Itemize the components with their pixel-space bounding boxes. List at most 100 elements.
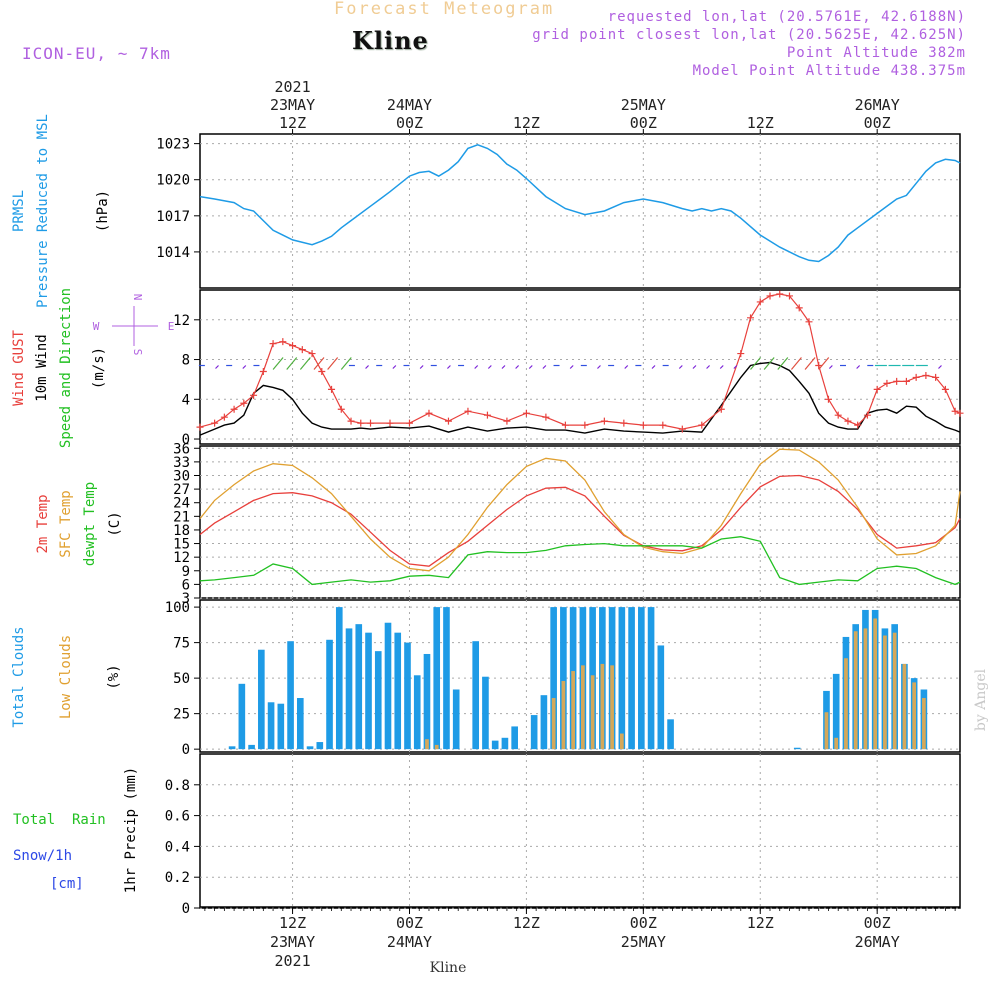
low-clouds-bar <box>922 698 926 750</box>
wind-gust-marker <box>717 405 725 413</box>
wind-gust-marker <box>503 417 511 425</box>
top-year-label: 2021 <box>275 78 311 96</box>
temperature-panel-frame <box>199 445 961 599</box>
wind-direction-arrow <box>446 365 451 369</box>
wind-direction-arrow <box>313 357 325 370</box>
total-clouds-bar <box>316 742 324 750</box>
grid-lines <box>200 134 960 909</box>
low-clouds-bar <box>863 628 868 750</box>
bottom-hour-label: 00Z <box>396 914 423 932</box>
y-tick-label: 0 <box>182 742 190 758</box>
wind-gust-marker <box>444 417 452 425</box>
total-clouds-bar <box>540 695 548 750</box>
pressure-reduced-label: Pressure Reduced to MSL <box>35 114 51 308</box>
wind-direction-arrow <box>790 357 802 370</box>
top-hour-label: 00Z <box>630 114 657 132</box>
compass-east: E <box>168 320 175 333</box>
wind-gust-marker <box>561 421 569 429</box>
low-clouds-label: Low Clouds <box>58 635 74 719</box>
wind-direction-arrow <box>678 365 683 369</box>
wind-gust-marker <box>600 417 608 425</box>
low-clouds-bar <box>434 744 439 750</box>
wind-direction-arrow <box>419 365 424 369</box>
wind-direction-arrow <box>763 357 775 370</box>
prmsl-line <box>199 144 961 263</box>
bottom-date-label: 26MAY <box>855 933 900 951</box>
wind-direction-arrow <box>828 365 833 369</box>
wind-direction-arrow <box>474 365 479 369</box>
total-clouds-bar <box>345 628 353 750</box>
wind-direction-arrow <box>515 365 520 369</box>
wind-gust-marker <box>883 379 891 387</box>
wind-gust-marker <box>941 385 949 393</box>
wind-direction-arrow <box>392 365 397 369</box>
wind-gust-marker <box>522 409 530 417</box>
total-clouds-bar <box>355 624 363 750</box>
total-clouds-bar <box>413 675 421 750</box>
wind-gust-marker <box>659 421 667 429</box>
wind-gust-marker <box>951 407 959 415</box>
wind-gust-marker <box>956 409 964 417</box>
wind-gust-marker <box>289 342 297 350</box>
low-clouds-bar <box>834 737 839 750</box>
top-date-label: 23MAY <box>270 96 315 114</box>
total-clouds-bar <box>296 698 304 750</box>
wind-gust-marker <box>844 417 852 425</box>
low-clouds-bar <box>912 682 917 750</box>
wind-direction-arrow <box>706 365 711 369</box>
wind-gust-marker <box>824 395 832 403</box>
wind-direction-arrow <box>818 357 830 370</box>
y-tick-label: 27 <box>173 482 190 498</box>
total-clouds-bar <box>550 607 557 750</box>
low-clouds-bar <box>610 665 614 750</box>
bottom-year-label: 2021 <box>275 952 311 970</box>
wind-gust-marker <box>230 405 238 413</box>
y-tick-label: 0.8 <box>165 778 190 794</box>
compass-west: W <box>93 320 100 333</box>
wind-gust-marker <box>298 346 306 354</box>
wind-gust-marker <box>483 411 491 419</box>
precipitation-panel: 0 0.2 0.4 0.6 0.8 <box>165 778 960 917</box>
dewpt-temp-label: dewpt Temp <box>82 482 98 566</box>
clouds-panel: 0 25 50 75 100 <box>165 600 928 758</box>
total-clouds-bar <box>452 689 460 750</box>
panel-side-labels: PRMSL Pressure Reduced to MSL (hPa) Wind… <box>11 114 139 893</box>
total-clouds-bar <box>491 740 499 750</box>
y-tick-label: 12 <box>173 550 190 566</box>
wind-direction-arrow <box>299 357 311 370</box>
wind-direction-arrow <box>242 365 247 369</box>
wind-gust-marker <box>542 413 550 421</box>
wind-gust-marker <box>912 373 920 381</box>
wind-gust-marker <box>250 391 258 399</box>
bottom-date-label: 23MAY <box>270 933 315 951</box>
wind-direction-arrow <box>719 365 724 369</box>
wind-gust-marker <box>308 350 316 358</box>
total-clouds-bar <box>238 683 246 750</box>
low-clouds-bar <box>551 698 556 750</box>
bottom-date-label: 24MAY <box>387 933 432 951</box>
wind-gust-marker <box>425 409 433 417</box>
total-clouds-bar <box>530 715 538 750</box>
wind-gust-marker <box>766 292 774 300</box>
total-clouds-label: Total Clouds <box>11 626 27 727</box>
low-clouds-bar <box>902 663 907 750</box>
model-point-altitude: Model Point Altitude 438.375m <box>692 63 966 79</box>
wind-gust-marker <box>269 340 277 348</box>
wind-gust-marker <box>211 419 219 427</box>
total-clouds-bar <box>482 676 489 750</box>
bottom-date-label: 25MAY <box>621 933 666 951</box>
y-tick-label: 18 <box>173 523 190 539</box>
wind-direction-arrow <box>804 357 816 370</box>
total-clouds-bar <box>267 702 275 750</box>
panel-frames <box>199 133 961 909</box>
wind-direction-arrow <box>569 365 574 369</box>
prmsl-label: PRMSL <box>11 190 27 232</box>
y-tick-label: 75 <box>173 636 190 652</box>
wind-direction-arrow <box>487 365 492 369</box>
wind-10m-line <box>199 361 961 436</box>
total-clouds-bar <box>501 737 509 750</box>
clouds-panel-frame <box>199 599 961 753</box>
